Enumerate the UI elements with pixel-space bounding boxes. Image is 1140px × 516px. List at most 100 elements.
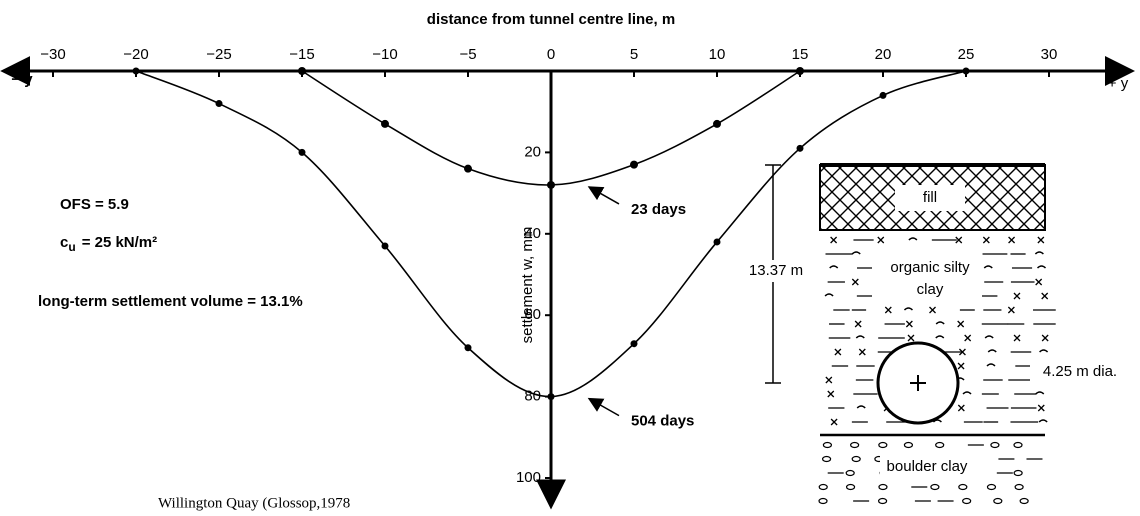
texture <box>859 349 865 355</box>
annotation: OFS = 5.9 <box>60 196 129 213</box>
texture <box>985 336 993 338</box>
texture <box>828 391 834 397</box>
chart: distance from tunnel centre line, m − y … <box>0 0 1140 516</box>
texture <box>1036 279 1042 285</box>
texture <box>857 406 865 408</box>
texture <box>965 335 971 341</box>
x-tick-label: −5 <box>459 46 476 63</box>
texture <box>987 364 995 366</box>
x-axis-label: distance from tunnel centre line, m <box>427 11 675 28</box>
texture <box>1038 237 1044 243</box>
source: Willington Quay (Glossop,1978 <box>158 495 350 511</box>
data-point <box>298 67 306 75</box>
data-point <box>796 67 804 75</box>
texture <box>906 321 912 327</box>
data-point <box>797 145 804 152</box>
texture <box>1015 485 1023 490</box>
texture <box>1008 307 1014 313</box>
texture <box>825 294 833 296</box>
texture <box>826 377 832 383</box>
x-tick-label: 0 <box>547 46 555 63</box>
x-tick-label: 15 <box>792 46 809 63</box>
texture <box>984 266 992 268</box>
texture <box>1009 237 1015 243</box>
texture <box>936 336 944 338</box>
texture <box>908 335 914 341</box>
x-tick-label: −30 <box>40 46 65 63</box>
texture <box>904 308 912 310</box>
data-point <box>382 243 389 250</box>
x-tick-label: −25 <box>206 46 231 63</box>
texture <box>987 485 995 490</box>
layer-label: clay <box>917 281 944 298</box>
x-tick-label: −15 <box>289 46 314 63</box>
texture <box>958 321 964 327</box>
legend-label: 504 days <box>631 413 694 430</box>
texture <box>852 279 858 285</box>
texture <box>909 238 917 240</box>
texture <box>1038 266 1046 268</box>
texture <box>936 322 944 324</box>
data-point <box>547 181 555 189</box>
layer-label: boulder clay <box>887 458 968 475</box>
texture <box>852 457 860 462</box>
y-tick-label: 60 <box>524 306 541 323</box>
texture <box>852 252 860 254</box>
texture <box>879 499 887 504</box>
texture <box>1036 392 1044 394</box>
data-point <box>381 120 389 128</box>
y-tick-label: 100 <box>516 469 541 486</box>
texture <box>847 485 855 490</box>
texture <box>936 443 944 448</box>
texture <box>963 499 971 504</box>
texture <box>878 237 884 243</box>
y-tick-label: 20 <box>524 143 541 160</box>
data-point <box>299 149 306 156</box>
y-tick-label: 40 <box>524 225 541 242</box>
texture <box>819 499 827 504</box>
texture <box>856 336 864 338</box>
layer-label: organic silty <box>890 259 970 276</box>
data-point <box>714 238 721 245</box>
texture <box>831 419 837 425</box>
layer-label: fill <box>923 189 937 206</box>
texture <box>958 405 964 411</box>
data-point <box>713 120 721 128</box>
annotation: c <box>60 234 68 251</box>
x-tick-label: 10 <box>709 46 726 63</box>
annotation: long-term settlement volume = 13.1% <box>38 293 303 310</box>
data-point <box>631 340 638 347</box>
texture <box>823 443 831 448</box>
texture <box>879 443 887 448</box>
data-point <box>465 344 472 351</box>
label-arrow <box>589 187 619 204</box>
texture <box>855 321 861 327</box>
texture <box>879 485 887 490</box>
dimension-label: 4.25 m dia. <box>1043 363 1117 380</box>
texture <box>904 443 912 448</box>
x-tick-label: 20 <box>875 46 892 63</box>
texture <box>1039 420 1047 422</box>
x-tick-label: 30 <box>1041 46 1058 63</box>
texture <box>1014 443 1022 448</box>
data-point <box>880 92 887 99</box>
texture <box>835 349 841 355</box>
texture <box>851 443 859 448</box>
data-point <box>963 68 970 75</box>
annotation: = 25 kN/m² <box>82 234 157 251</box>
x-neg-label: − y <box>11 71 33 88</box>
texture <box>1035 252 1043 254</box>
texture <box>1014 335 1020 341</box>
data-point <box>630 161 638 169</box>
texture <box>930 307 936 313</box>
y-tick-label: 80 <box>524 388 541 405</box>
x-tick-label: 25 <box>958 46 975 63</box>
texture <box>1042 293 1048 299</box>
texture <box>994 499 1002 504</box>
y-axis-label: settlement w, mm <box>519 227 536 344</box>
data-point <box>133 68 140 75</box>
label-arrow <box>589 399 619 416</box>
texture <box>963 392 971 394</box>
texture <box>830 266 838 268</box>
data-point <box>216 100 223 107</box>
